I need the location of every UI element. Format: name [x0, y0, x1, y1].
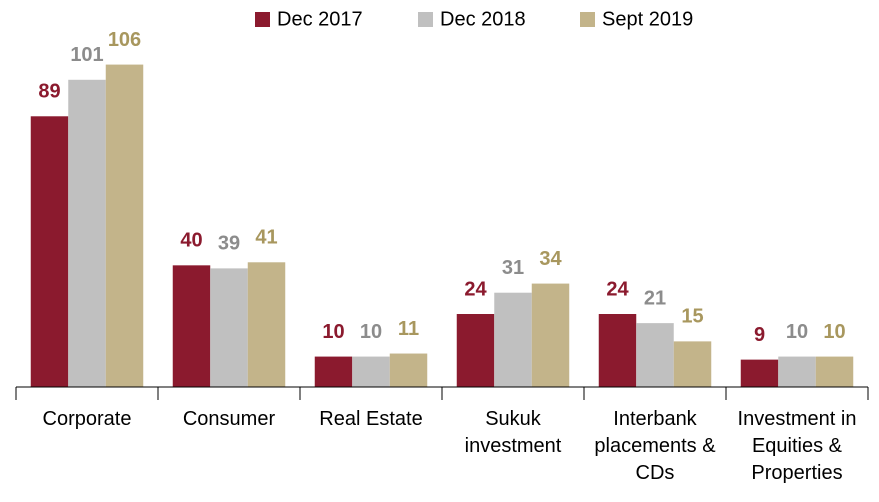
data-label: 39: [218, 233, 240, 255]
bar: [673, 341, 712, 387]
x-tick-label: Sukuk investment: [464, 408, 562, 457]
bar: [636, 323, 674, 387]
bar: [740, 359, 779, 387]
data-label: 31: [502, 257, 524, 279]
data-label: 101: [70, 44, 103, 66]
data-label: 10: [360, 321, 382, 343]
bar: [314, 356, 353, 387]
legend-label: Sept 2019: [602, 8, 693, 30]
x-tick-label: Real Estate: [319, 408, 423, 430]
bar: [389, 353, 428, 387]
bar: [531, 283, 570, 387]
data-label: 11: [398, 318, 419, 340]
x-tick-label: Investment in Equities & Properties: [737, 408, 857, 484]
data-label: 106: [108, 29, 141, 51]
data-label: 10: [786, 321, 808, 343]
bar: [105, 64, 144, 387]
data-label: 40: [180, 230, 202, 252]
bar: [598, 314, 637, 387]
bar: [30, 116, 69, 388]
bar: [456, 314, 495, 387]
data-label: 41: [255, 227, 277, 249]
bar: [210, 268, 248, 387]
data-label: 24: [606, 278, 629, 300]
data-label: 89: [38, 81, 60, 103]
legend-label: Dec 2017: [277, 8, 363, 30]
legend-swatch: [580, 12, 595, 27]
data-label: 24: [464, 278, 487, 300]
data-label: 21: [644, 287, 666, 309]
bar: [494, 292, 532, 387]
legend-label: Dec 2018: [440, 8, 526, 30]
data-label: 10: [823, 321, 845, 343]
bar: [172, 265, 211, 387]
legend-swatch: [255, 12, 270, 27]
bar: [778, 356, 816, 387]
bar: [247, 262, 286, 387]
x-tick-label: Consumer: [182, 408, 276, 430]
data-label: 15: [681, 306, 703, 328]
bar: [352, 356, 390, 387]
data-label: 10: [322, 321, 344, 343]
data-label: 9: [754, 324, 765, 346]
bar: [68, 79, 106, 388]
legend-swatch: [418, 12, 433, 27]
x-tick-label: Interbank placements & CDs: [594, 408, 716, 484]
data-label: 34: [539, 248, 562, 270]
x-tick-label: Corporate: [42, 408, 132, 430]
bar: [815, 356, 854, 387]
